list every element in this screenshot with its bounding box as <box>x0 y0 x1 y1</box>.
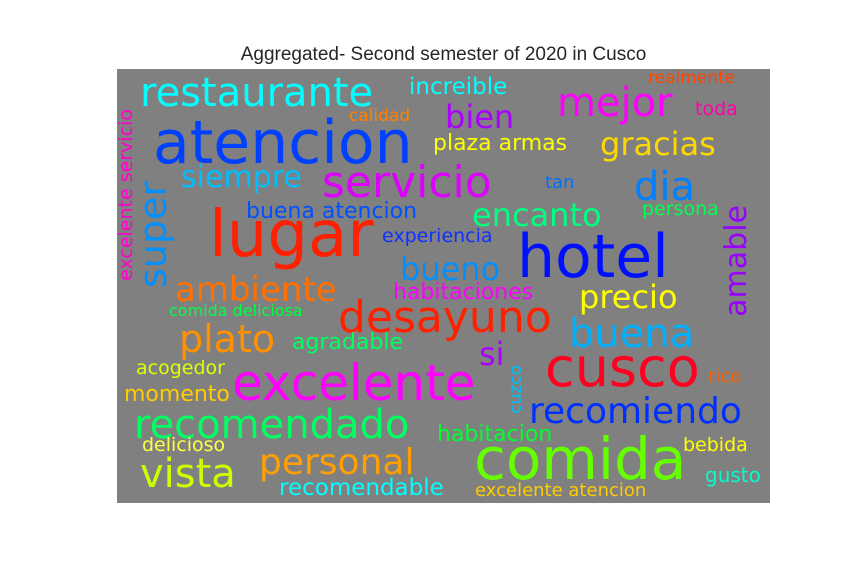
word-buena: buena <box>569 311 695 357</box>
word-bien: bien <box>445 98 515 136</box>
word-persona: persona <box>642 198 719 220</box>
word-recomiendo: recomiendo <box>529 391 742 432</box>
word-cuzco: cuzco <box>506 365 526 414</box>
word-toda: toda <box>695 98 738 120</box>
word-habitacion: habitacion <box>437 422 553 447</box>
word-plaza-armas: plaza armas <box>433 131 568 156</box>
word-calidad: calidad <box>349 106 411 126</box>
word-rico: rico <box>708 366 742 387</box>
word-bebida: bebida <box>683 434 748 456</box>
word-habitaciones: habitaciones <box>393 280 534 305</box>
word-bueno: bueno <box>400 250 501 288</box>
word-recomendable: recomendable <box>279 475 444 501</box>
word-gracias: gracias <box>600 125 716 163</box>
word-si: si <box>479 335 505 373</box>
word-vista: vista <box>140 451 236 497</box>
word-delicioso: delicioso <box>142 434 226 456</box>
word-amable: amable <box>719 205 754 317</box>
word-atencion: atencion <box>153 108 413 178</box>
chart-title: Aggregated- Second semester of 2020 in C… <box>240 44 647 65</box>
word-experiencia: experiencia <box>382 225 493 247</box>
word-recomendado: recomendado <box>134 402 410 448</box>
word-hotel: hotel <box>517 222 669 292</box>
word-increible: increible <box>409 74 508 100</box>
word-comida: comida <box>474 425 687 493</box>
word-cusco: cusco <box>545 336 700 399</box>
word-dia: dia <box>634 164 696 210</box>
word-super: super <box>131 181 175 289</box>
word-agradable: agradable <box>292 330 404 355</box>
word-precio: precio <box>579 278 678 316</box>
word-acogedor: acogedor <box>136 357 225 379</box>
word-excelente-atencion: excelente atencion <box>475 480 647 501</box>
word-gusto: gusto <box>705 463 761 487</box>
word-tan: tan <box>545 172 575 193</box>
word-servicio: servicio <box>322 157 492 208</box>
word-ambiente: ambiente <box>175 270 337 310</box>
word-personal: personal <box>259 442 415 483</box>
word-comida-deliciosa: comida deliciosa <box>169 301 303 320</box>
word-momento: momento <box>124 382 230 407</box>
word-mejor: mejor <box>557 80 673 126</box>
word-restaurante: restaurante <box>140 70 374 116</box>
word-lugar: lugar <box>209 198 374 272</box>
word-cloud: restaurante increible realmente mejor to… <box>117 69 770 503</box>
word-realmente: realmente <box>648 69 736 88</box>
word-siempre: siempre <box>181 160 302 195</box>
word-buena-atencion: buena atencion <box>246 199 418 224</box>
word-encanto: encanto <box>472 196 602 234</box>
word-plato: plato <box>179 317 276 361</box>
word-excelente: excelente <box>232 354 476 412</box>
word-desayuno: desayuno <box>338 292 552 343</box>
